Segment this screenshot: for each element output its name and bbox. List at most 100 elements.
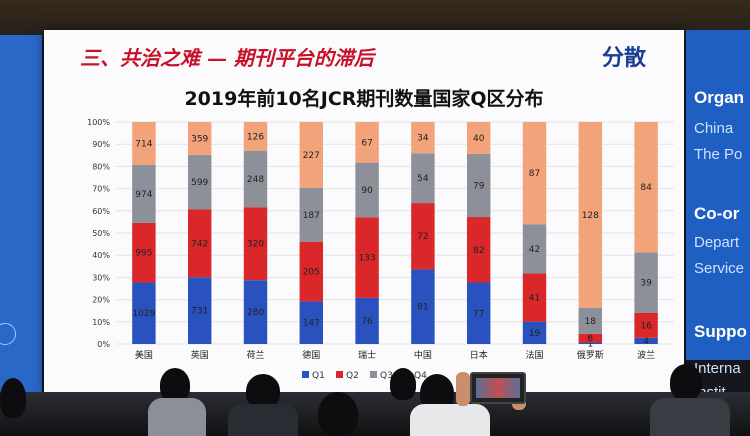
bar-segment <box>634 337 658 344</box>
slide-corner-tag: 分散 <box>602 45 647 71</box>
bar-segment <box>466 217 491 283</box>
bar-segment <box>243 150 268 208</box>
bar-segment <box>355 217 379 298</box>
right-led-screen: Organ China The Po Co-or Depart Service … <box>686 30 750 360</box>
bar-segment <box>466 122 491 154</box>
bar-segment <box>355 297 379 344</box>
bar-segment <box>411 203 435 270</box>
right-screen-line: Depart <box>694 234 740 251</box>
x-tick-label: 美国 <box>135 349 153 361</box>
bar-segment <box>132 122 156 165</box>
x-tick-label: 德国 <box>302 349 320 361</box>
bar-segment <box>132 282 156 344</box>
data-label: 72 <box>417 232 428 242</box>
data-label: 84 <box>640 183 652 193</box>
data-label: 126 <box>247 132 264 142</box>
data-label: 82 <box>473 246 484 256</box>
bar-segment <box>411 269 435 344</box>
bar-segment <box>411 153 435 204</box>
phone <box>470 372 526 404</box>
bar-segment <box>243 207 268 281</box>
y-tick-label: 0% <box>97 340 110 349</box>
legend-swatch <box>336 371 343 378</box>
y-tick-label: 90% <box>92 140 110 149</box>
data-label: 54 <box>417 174 429 184</box>
bar-segment <box>466 153 491 218</box>
left-led-screen <box>0 35 42 395</box>
legend-label: Q2 <box>346 371 359 381</box>
right-screen-line: Organ <box>694 88 745 107</box>
data-label: 280 <box>247 308 264 318</box>
phone-screen <box>476 378 520 398</box>
data-label: 90 <box>361 186 373 196</box>
x-tick-label: 日本 <box>470 349 488 361</box>
bar-segment <box>243 280 268 344</box>
y-tick-label: 100% <box>87 118 110 127</box>
bar-segment <box>187 122 212 155</box>
data-label: 39 <box>640 279 652 289</box>
data-label: 18 <box>585 317 597 327</box>
data-label: 77 <box>473 309 484 319</box>
audience-head <box>670 364 702 400</box>
legend-swatch <box>370 371 377 378</box>
y-tick-label: 20% <box>92 296 110 305</box>
data-label: 6 <box>587 334 593 344</box>
data-label: 133 <box>359 254 376 264</box>
bar-segment <box>634 312 658 338</box>
right-screen-line: Service <box>694 260 745 277</box>
bar-segment <box>132 164 156 223</box>
audience-body <box>228 404 298 436</box>
bar-segment <box>466 282 491 344</box>
audience-head <box>318 392 358 436</box>
right-screen-line: Interna <box>694 360 741 377</box>
data-label: 714 <box>135 139 152 149</box>
y-tick-label: 10% <box>92 318 110 327</box>
bar-segment <box>578 333 603 343</box>
legend-label: Q3 <box>380 371 393 381</box>
stage-floor <box>0 392 750 436</box>
y-tick-label: 80% <box>92 162 110 171</box>
stacked-bar-chart: 0% 10% 20% 30% 40% 50% 60% 70% 80% 90% 100% 1029 995… <box>87 118 674 381</box>
data-label: 359 <box>191 134 208 144</box>
data-label: 40 <box>473 134 485 144</box>
ring-graphic <box>0 323 16 345</box>
data-label: 1 <box>587 339 593 349</box>
raised-hand <box>456 372 470 406</box>
right-screen-line: Suppo <box>694 322 747 341</box>
y-tick-label: 60% <box>92 207 110 216</box>
data-label: 87 <box>529 169 540 179</box>
data-label: 205 <box>303 268 320 278</box>
slide-headline: 三、共治之难 — 期刊平台的滞后 <box>80 46 374 70</box>
bar-segment <box>522 273 547 322</box>
bar-segment <box>578 342 603 344</box>
audience-head <box>0 378 26 418</box>
y-tick-label: 50% <box>92 229 110 238</box>
bar-segment <box>634 252 658 313</box>
data-label: 227 <box>303 151 320 161</box>
data-label: 974 <box>135 190 152 200</box>
bar-segment <box>187 154 212 210</box>
right-screen-line: Co-or <box>694 204 740 223</box>
x-tick-label: 中国 <box>414 349 432 361</box>
legend-swatch <box>302 371 309 378</box>
bar-segment <box>299 187 324 242</box>
data-label: 248 <box>247 175 264 185</box>
y-tick-label: 40% <box>92 251 110 260</box>
data-label: 147 <box>303 319 320 329</box>
bar-segment <box>578 307 603 334</box>
bar-segment <box>243 122 268 151</box>
x-tick-label: 法国 <box>525 349 543 361</box>
data-label: 187 <box>303 211 320 221</box>
data-label: 128 <box>582 211 599 221</box>
audience-body <box>410 404 490 436</box>
bar-segment <box>355 122 379 163</box>
data-label: 320 <box>247 240 264 250</box>
x-tick-label: 瑞士 <box>358 349 376 361</box>
bar-segment <box>299 241 324 302</box>
audience-body <box>148 398 206 436</box>
right-screen-line: The Po <box>694 146 743 163</box>
bar-segment <box>411 122 435 154</box>
right-screen-line: China <box>694 120 734 137</box>
chart-title: 2019年前10名JCR期刊数量国家Q区分布 <box>184 88 544 110</box>
bar-segment <box>634 122 658 253</box>
